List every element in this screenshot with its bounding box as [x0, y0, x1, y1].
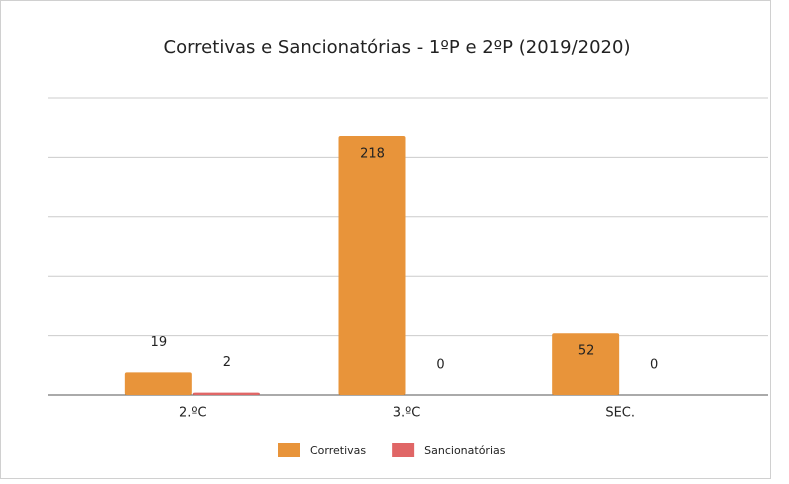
- legend-swatch: [278, 443, 300, 457]
- x-tick-label: SEC.: [605, 406, 635, 421]
- bar: [124, 372, 192, 395]
- legend-label: Corretivas: [310, 444, 366, 457]
- bar: [338, 136, 406, 396]
- legend-swatch: [392, 443, 415, 457]
- data-label: 218: [360, 147, 385, 162]
- bar: [552, 333, 620, 395]
- data-label: 19: [151, 335, 168, 350]
- x-tick-label: 3.ºC: [393, 406, 421, 421]
- x-tick-label: 2.ºC: [179, 406, 207, 421]
- chart-title: Corretivas e Sancionatórias - 1ºP e 2ºP …: [164, 37, 631, 58]
- bar: [192, 392, 260, 395]
- data-label: 0: [650, 358, 658, 373]
- data-label: 52: [578, 344, 595, 359]
- data-label: 0: [436, 358, 444, 373]
- legend-label: Sancionatórias: [424, 444, 506, 457]
- data-label: 2: [223, 355, 231, 370]
